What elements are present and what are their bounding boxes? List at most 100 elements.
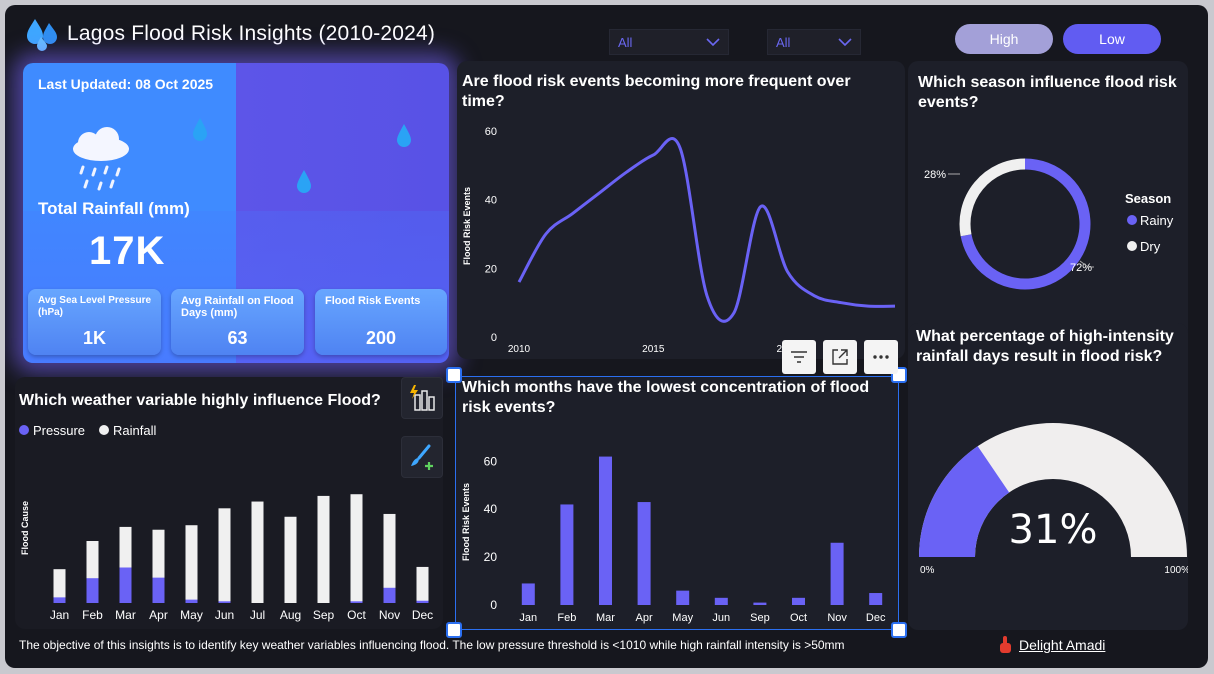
low-button[interactable]: Low [1063, 24, 1161, 54]
legend-dry: Dry [1140, 239, 1161, 254]
filter-dropdown-2[interactable]: All [767, 29, 861, 55]
bar-month[interactable] [521, 583, 535, 605]
season-chart-title: Which season influence flood risk events… [918, 74, 1177, 111]
pointing-hand-icon [1000, 636, 1011, 653]
resize-handle[interactable] [446, 367, 462, 383]
filter-value: All [618, 34, 633, 50]
bar-month[interactable] [792, 597, 805, 605]
bar-rainfall[interactable] [185, 525, 198, 603]
resize-handle[interactable] [891, 622, 907, 638]
x-tick-label: May [180, 608, 203, 622]
focus-mode-button[interactable] [823, 340, 857, 374]
line-chart-panel [457, 61, 905, 359]
format-visual-button[interactable] [401, 436, 443, 478]
gauge-value: 31% [1009, 507, 1098, 553]
page-title: Lagos Flood Risk Insights (2010-2024) [67, 22, 436, 45]
bar-month[interactable] [599, 456, 612, 605]
bar-rainfall[interactable] [350, 494, 363, 603]
bar-month[interactable] [869, 593, 883, 605]
gauge-title: What percentage of high-intensity rainfa… [916, 328, 1174, 365]
expand-icon [832, 349, 848, 365]
x-tick-label: Dec [866, 612, 886, 624]
author-link[interactable]: Delight Amadi [997, 635, 1105, 655]
header: Lagos Flood Risk Insights (2010-2024) [23, 17, 435, 51]
bar-rainfall[interactable] [53, 569, 66, 603]
filter-lines-icon [791, 351, 807, 363]
x-tick-label: Sep [750, 612, 770, 624]
y-tick-label: 60 [484, 454, 498, 468]
legend-title: Season [1125, 191, 1171, 206]
x-tick-label: Sep [313, 608, 335, 622]
bar-pressure[interactable] [86, 578, 99, 603]
bar-month[interactable] [560, 504, 574, 605]
donut-slice-dry[interactable] [959, 158, 1026, 237]
y-axis-label: Flood Risk Events [461, 483, 471, 561]
bar-rainfall[interactable] [284, 516, 297, 603]
rainy-pct-label: 72% [1070, 262, 1092, 274]
kpi-card-label: Avg Sea Level Pressure (hPa) [38, 295, 152, 318]
bar-pressure[interactable] [383, 587, 396, 603]
legend-dot-dry [1127, 241, 1137, 251]
bar-month[interactable] [753, 602, 767, 605]
x-tick-label: Jun [215, 608, 234, 622]
filter-value: All [776, 34, 791, 50]
filter-dropdown-1[interactable]: All [609, 29, 729, 55]
kpi-card-value: 1K [82, 328, 106, 348]
kpi-card: Last Updated: 08 Oct 2025 Total Rainfall… [23, 63, 449, 363]
x-tick-label: 2015 [642, 344, 665, 355]
water-drops-icon [27, 19, 57, 51]
bar-month[interactable] [637, 502, 651, 605]
bar-pressure[interactable] [218, 601, 231, 603]
more-options-button[interactable] [864, 340, 898, 374]
x-tick-label: Aug [280, 608, 301, 622]
x-tick-label: May [672, 612, 693, 624]
chevron-down-icon [706, 38, 720, 46]
gauge-chart: 31% 0% 100% [919, 423, 1188, 576]
bar-month[interactable] [714, 597, 728, 605]
chart-lightning-icon [410, 385, 435, 411]
high-button[interactable]: High [955, 24, 1053, 54]
bar-rainfall[interactable] [416, 566, 429, 603]
smart-narrative-button[interactable] [401, 377, 443, 419]
kpi-rainfall-card: Avg Rainfall on Flood Days (mm) 63 [171, 289, 304, 355]
drop-icon [397, 124, 411, 147]
x-tick-label: Apr [149, 608, 168, 622]
bar-pressure[interactable] [185, 599, 198, 603]
bar-rainfall[interactable] [251, 501, 264, 603]
bar-month[interactable] [830, 542, 844, 605]
bar-rainfall[interactable] [218, 508, 231, 603]
dry-pct-label: 28% [924, 169, 946, 181]
kpi-card-value: 63 [227, 328, 248, 348]
filter-visual-button[interactable] [782, 340, 816, 374]
legend-item-pressure: Pressure [19, 423, 85, 438]
season-donut-chart: 28% 72% Season Rainy Dry [924, 158, 1174, 290]
footer-note: The objective of this insights is to ide… [19, 638, 845, 652]
x-tick-label: Oct [790, 612, 807, 624]
kpi-card-value: 200 [365, 328, 397, 348]
legend-label: Pressure [33, 423, 86, 438]
gauge-track [919, 423, 1187, 557]
bar-month[interactable] [676, 590, 690, 605]
gauge-max: 100% [1164, 565, 1188, 576]
x-tick-label: Apr [636, 612, 653, 624]
bar-pressure[interactable] [350, 601, 363, 603]
author-name[interactable]: Delight Amadi [1019, 637, 1106, 653]
donut-slice-rainy[interactable] [960, 158, 1091, 290]
bar-pressure[interactable] [53, 597, 66, 603]
bar-rainfall[interactable] [383, 513, 396, 603]
resize-handle[interactable] [446, 622, 462, 638]
bar-rainfall[interactable] [317, 495, 330, 603]
legend-dot-rainy [1127, 215, 1137, 225]
x-tick-label: Nov [827, 612, 847, 624]
x-tick-label: Jan [519, 612, 537, 624]
bar-pressure[interactable] [416, 600, 429, 603]
total-rainfall-label: Total Rainfall (mm) [38, 199, 190, 218]
y-axis-label: Flood Risk Events [462, 187, 472, 265]
kpi-card-label: Flood Risk Events [325, 295, 421, 307]
y-tick-label: 20 [484, 550, 498, 564]
bar-pressure[interactable] [152, 577, 165, 603]
rain-cloud-icon [73, 127, 129, 191]
gauge-min: 0% [920, 565, 935, 576]
bar-pressure[interactable] [119, 567, 132, 603]
